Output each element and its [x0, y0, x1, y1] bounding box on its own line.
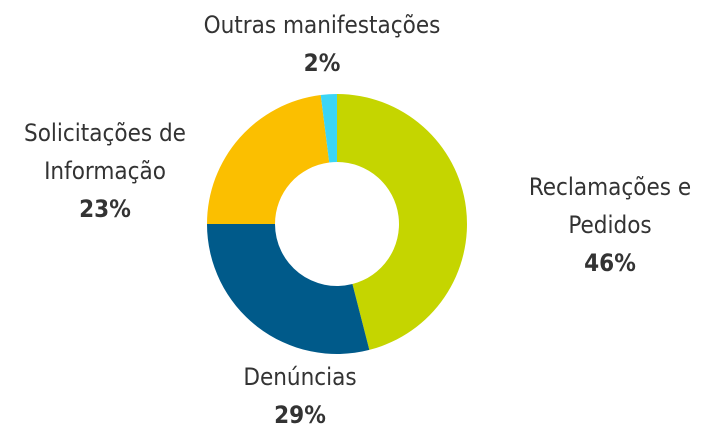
- value-label: 2%: [303, 49, 341, 77]
- donut-slice: [320, 94, 337, 163]
- category-label: Denúncias: [243, 363, 357, 391]
- value-label: 29%: [274, 401, 326, 429]
- donut-slice: [337, 94, 467, 350]
- category-label: Reclamações e Pedidos: [528, 173, 692, 239]
- value-label: 23%: [79, 195, 131, 223]
- slice-label: Solicitações de Informação 23%: [0, 114, 210, 228]
- slice-label: Reclamações e Pedidos 46%: [510, 168, 704, 282]
- slice-label: Outras manifestações 2%: [152, 6, 492, 82]
- page: (() => { const data = JSON.parse(documen…: [0, 6, 704, 429]
- chart: [207, 94, 467, 354]
- category-label: Solicitações de Informação: [24, 119, 186, 185]
- category-label: Outras manifestações: [203, 11, 441, 39]
- donut-slice: [207, 95, 330, 224]
- donut-slice: [207, 224, 370, 354]
- value-label: 46%: [584, 249, 636, 277]
